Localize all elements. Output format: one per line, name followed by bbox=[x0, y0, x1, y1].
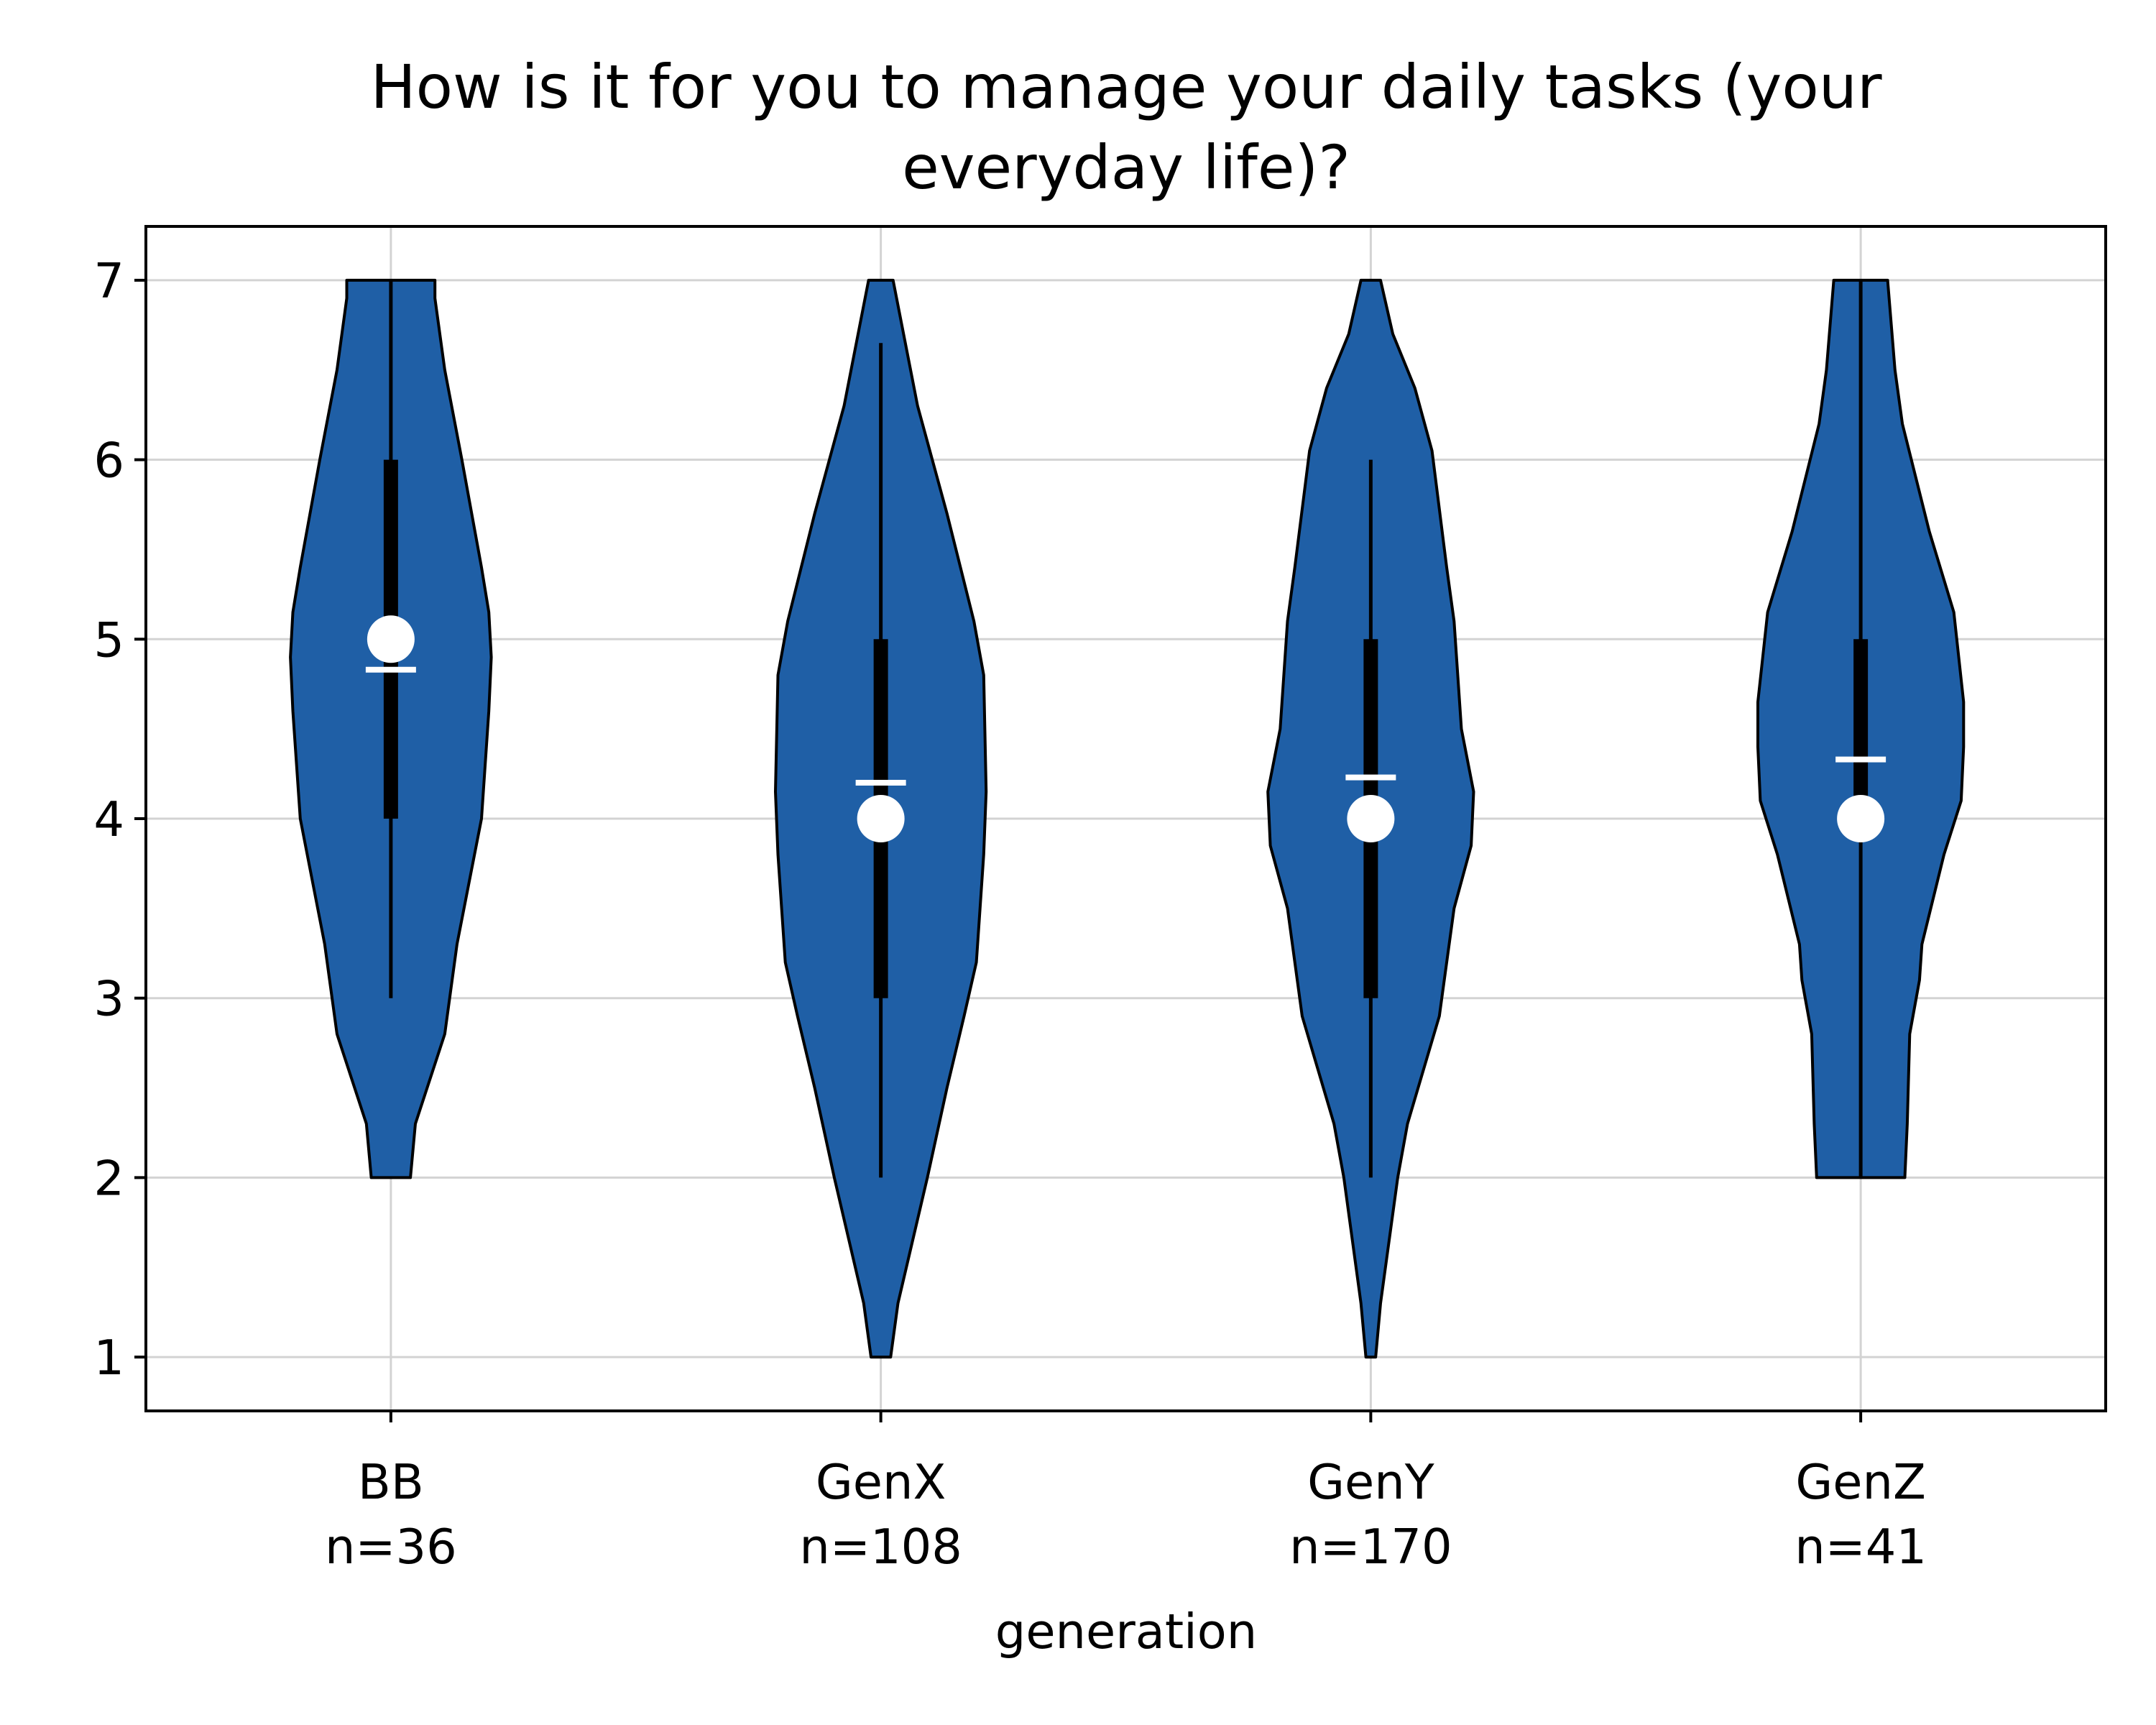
median-marker bbox=[1837, 795, 1885, 842]
chart-title-line-1: How is it for you to manage your daily t… bbox=[370, 52, 1882, 122]
x-count-label-genx: n=108 bbox=[799, 1519, 962, 1575]
y-tick-label: 2 bbox=[93, 1150, 124, 1206]
median-marker bbox=[1347, 795, 1395, 842]
violins bbox=[289, 278, 1966, 1359]
y-tick-label: 6 bbox=[93, 433, 124, 489]
y-tick-label: 5 bbox=[93, 612, 124, 668]
x-tick-label-geny: GenY bbox=[1307, 1454, 1435, 1510]
x-tick-label-bb: BB bbox=[358, 1454, 424, 1510]
x-count-label-geny: n=170 bbox=[1289, 1519, 1452, 1575]
x-tick-label-genx: GenX bbox=[816, 1454, 946, 1510]
x-count-label-genz: n=41 bbox=[1795, 1519, 1927, 1575]
y-tick-label: 1 bbox=[93, 1330, 124, 1386]
median-marker bbox=[857, 795, 905, 842]
x-count-label-bb: n=36 bbox=[325, 1519, 457, 1575]
y-tick-label: 4 bbox=[93, 791, 124, 847]
x-axis-label: generation bbox=[995, 1604, 1257, 1660]
x-tick-label-genz: GenZ bbox=[1795, 1454, 1926, 1510]
y-tick-label: 7 bbox=[93, 253, 124, 309]
axis-ticks: 1 2 3 4 5 6 7 BB n=36 GenX n=108 GenY n=170 GenZ n=41 bbox=[93, 253, 1927, 1575]
y-tick-label: 3 bbox=[93, 971, 124, 1027]
chart-title-line-2: everyday life)? bbox=[902, 132, 1350, 203]
median-marker bbox=[367, 615, 415, 663]
